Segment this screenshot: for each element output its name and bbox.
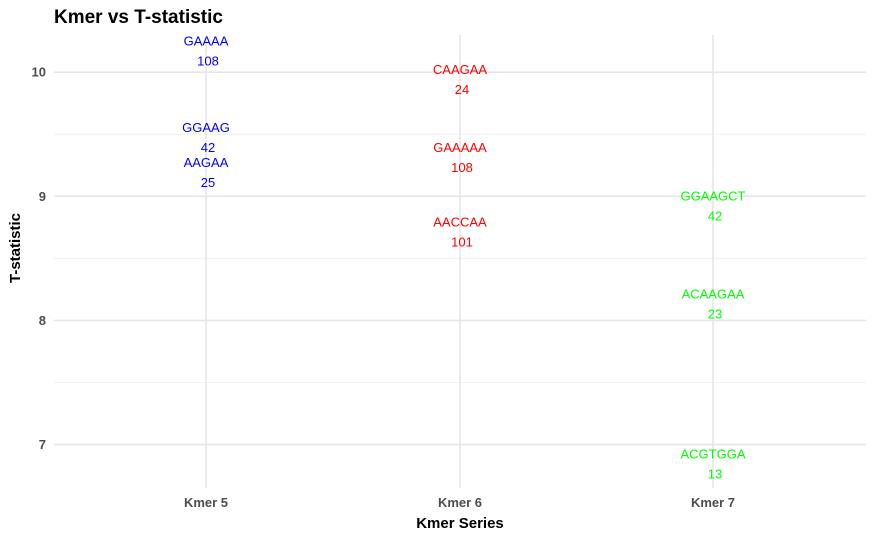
point-labels: GAAAA108GGAAG42AAGAA25CAAGAA24GAAAAA108A…	[182, 33, 746, 481]
x-tick-label: Kmer 5	[184, 495, 228, 510]
data-point: ACAAGAA 23	[682, 286, 745, 321]
data-point: AAGAA 25	[184, 155, 229, 190]
point-kmer-label: ACGTGGA	[680, 447, 745, 462]
point-count-label: 13	[708, 467, 722, 482]
point-count-label: 25	[201, 175, 215, 190]
grid	[54, 35, 866, 488]
point-kmer-label: CAAGAA	[433, 62, 488, 77]
y-tick-label: 8	[39, 313, 46, 328]
point-count-label: 108	[451, 160, 473, 175]
point-count-label: 42	[708, 208, 722, 223]
point-kmer-label: AAGAA	[184, 155, 229, 170]
point-kmer-label: GGAAGCT	[680, 188, 745, 203]
data-point: GAAAA 108	[184, 33, 229, 68]
point-count-label: 42	[201, 140, 215, 155]
data-point: GGAAGCT 42	[680, 188, 745, 223]
y-axis-title: T-statistic	[7, 213, 24, 283]
axis-ticks: 7 8 9 10 Kmer 5 Kmer 6 Kmer 7	[32, 65, 736, 510]
y-tick-label: 9	[39, 189, 46, 204]
x-axis-title: Kmer Series	[416, 515, 504, 532]
y-tick-label: 7	[39, 437, 46, 452]
chart-title: Kmer vs T-statistic	[54, 7, 223, 28]
x-tick-label: Kmer 6	[438, 495, 482, 510]
y-tick-label: 10	[32, 65, 46, 80]
data-point: AACCAA 101	[433, 215, 487, 250]
data-point: GGAAG 42	[182, 120, 230, 155]
data-point: GAAAAA 108	[433, 140, 487, 175]
point-kmer-label: GAAAA	[184, 33, 229, 48]
x-tick-label: Kmer 7	[691, 495, 735, 510]
point-kmer-label: ACAAGAA	[682, 286, 745, 301]
point-count-label: 23	[708, 306, 722, 321]
data-point: CAAGAA 24	[433, 62, 488, 97]
point-kmer-label: AACCAA	[433, 215, 487, 230]
point-count-label: 101	[451, 235, 473, 250]
data-point: ACGTGGA 13	[680, 447, 745, 482]
point-kmer-label: GGAAG	[182, 120, 230, 135]
point-count-label: 24	[455, 82, 469, 97]
point-kmer-label: GAAAAA	[433, 140, 487, 155]
point-count-label: 108	[197, 53, 219, 68]
